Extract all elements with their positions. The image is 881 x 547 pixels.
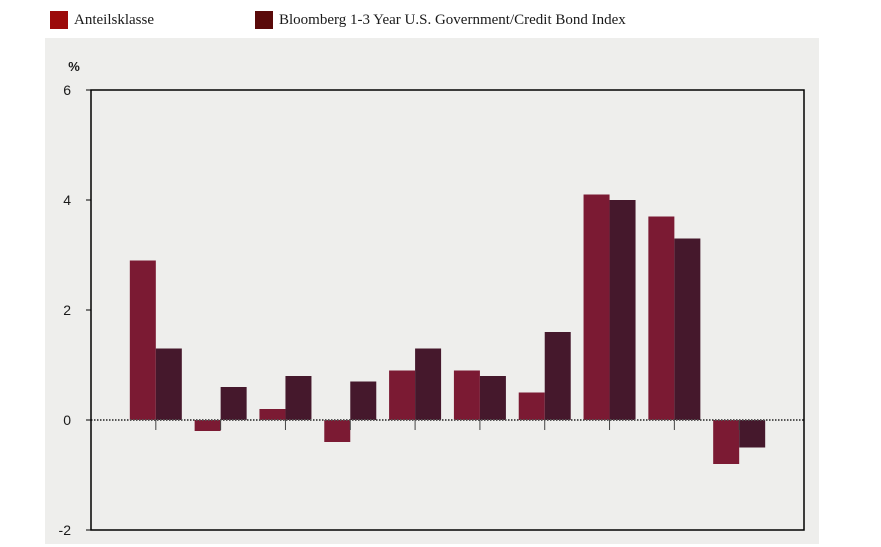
- bar-anteilsklasse: [713, 420, 740, 464]
- bar-anteilsklasse: [583, 194, 610, 420]
- legend-label-index: Bloomberg 1-3 Year U.S. Government/Credi…: [279, 11, 626, 28]
- bar-index: [285, 376, 312, 420]
- bar-index: [739, 420, 766, 448]
- y-tick-label: 6: [63, 82, 71, 98]
- bar-index: [544, 332, 571, 420]
- bar-index: [350, 381, 377, 420]
- y-tick-label: 2: [63, 302, 71, 318]
- bar-anteilsklasse: [129, 260, 156, 420]
- y-tick-label: 0: [63, 412, 71, 428]
- legend-item-anteilsklasse: Anteilsklasse: [50, 9, 154, 31]
- y-axis-label: %: [68, 59, 80, 74]
- bar-index: [220, 387, 247, 420]
- bar-anteilsklasse: [389, 370, 416, 420]
- bars-layer: [129, 194, 766, 464]
- legend-swatch-index: [255, 11, 273, 29]
- bar-index: [609, 200, 636, 420]
- bar-anteilsklasse: [453, 370, 480, 420]
- bar-index: [674, 238, 701, 420]
- bar-anteilsklasse: [324, 420, 351, 442]
- y-axis: -2 0 2 4 6: [59, 82, 804, 538]
- legend-label-anteilsklasse: Anteilsklasse: [74, 11, 154, 28]
- plot-frame: [90, 89, 805, 531]
- bar-anteilsklasse: [648, 216, 675, 420]
- legend-swatch-anteilsklasse: [50, 11, 68, 29]
- bar-anteilsklasse: [194, 420, 221, 431]
- legend-item-index: Bloomberg 1-3 Year U.S. Government/Credi…: [255, 9, 626, 31]
- y-tick-label: 4: [63, 192, 71, 208]
- bar-index: [479, 376, 506, 420]
- bar-index: [155, 348, 182, 420]
- y-tick-label: -2: [59, 522, 72, 538]
- bar-anteilsklasse: [259, 409, 286, 420]
- bar-index: [415, 348, 442, 420]
- bar-anteilsklasse: [518, 392, 545, 420]
